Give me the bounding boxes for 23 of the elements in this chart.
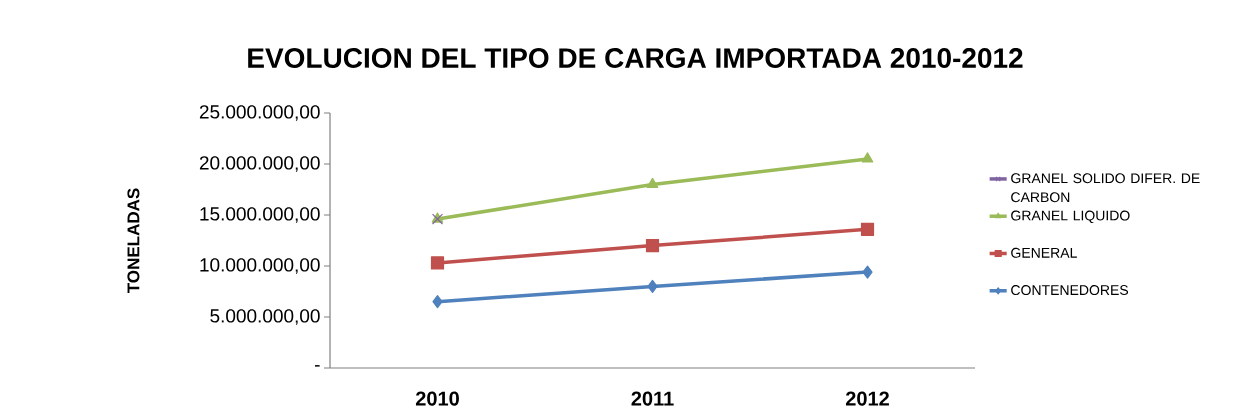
- point: [645, 239, 660, 253]
- legend-label: GRANEL LIQUIDO: [1011, 210, 1130, 223]
- point: [430, 256, 445, 270]
- point: [432, 295, 443, 309]
- y-tick-label: 20.000.000,00: [199, 156, 320, 172]
- legend-label: GRANEL SOLIDO DIFER. DE CARBON: [1011, 173, 1200, 203]
- point: [860, 222, 875, 236]
- legend-label: GENERAL: [1011, 247, 1077, 258]
- y-tick-label: 10.000.000,00: [200, 258, 320, 274]
- x-tick-label: 2010: [415, 391, 459, 406]
- point: [646, 177, 659, 188]
- y-tick-label: -: [314, 365, 320, 367]
- point: [647, 279, 658, 293]
- y-tick-label: 15.000.000,00: [200, 207, 320, 223]
- y-tick-label: 5.000.000,00: [210, 309, 320, 325]
- point: [861, 152, 874, 163]
- x-tick-label: 2012: [845, 391, 889, 406]
- point: [862, 265, 873, 279]
- x-tick-label: 2011: [631, 391, 674, 406]
- chart-title: EVOLUCION DEL TIPO DE CARGA IMPORTADA 2010-2012: [248, 48, 1023, 68]
- legend-label: CONTENEDORES: [1011, 285, 1129, 296]
- y-tick-label: 25.000.000,00: [199, 105, 320, 121]
- y-axis-title: TONELADAS: [127, 188, 140, 294]
